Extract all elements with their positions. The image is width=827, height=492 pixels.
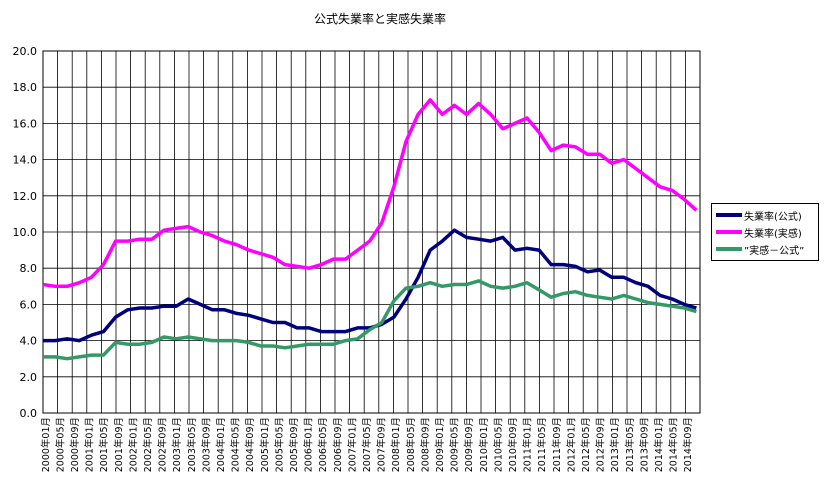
x-tick-label: 2009年05月	[449, 417, 461, 472]
x-tick-label: 2007年05月	[361, 417, 373, 472]
x-tick-label: 2000年05月	[54, 417, 66, 472]
x-tick-label: 2004年05月	[230, 417, 242, 472]
x-tick-label: 2013年01月	[609, 417, 621, 472]
legend-entry-difference: ”実感－公式”	[716, 242, 805, 257]
x-tick-label: 2006年09月	[332, 417, 344, 472]
x-tick-label: 2000年01月	[40, 417, 52, 472]
x-tick-label: 2013年09月	[638, 417, 650, 472]
series-line-1	[42, 98, 698, 289]
y-tick-label: 10.0	[13, 226, 38, 239]
y-tick-label: 16.0	[13, 117, 38, 130]
x-tick-label: 2010年01月	[478, 417, 490, 472]
y-tick-label: 4.0	[20, 335, 38, 348]
x-tick-label: 2008年05月	[405, 417, 417, 472]
x-tick-label: 2001年01月	[84, 417, 96, 472]
x-tick-label: 2008年01月	[390, 417, 402, 472]
x-tick-label: 2009年09月	[463, 417, 475, 472]
series-line-2	[43, 279, 697, 361]
y-tick-label: 2.0	[20, 371, 38, 384]
x-tick-label: 2005年09月	[288, 417, 300, 472]
chart-title: 公式失業率と実感失業率	[313, 12, 446, 26]
x-tick-label: 2012年09月	[595, 417, 607, 472]
legend-swatch-official	[716, 213, 742, 217]
x-tick-label: 2006年05月	[317, 417, 329, 472]
y-tick-label: 12.0	[13, 190, 38, 203]
x-tick-label: 2007年09月	[376, 417, 388, 472]
y-axis-ticks: 0.0 2.0 4.0 6.0 8.0 10.0 12.0 14.0 16.0 18.0 20.0	[13, 45, 38, 420]
x-tick-label: 2000年09月	[69, 417, 81, 472]
x-tick-label: 2010年09月	[507, 417, 519, 472]
x-tick-label: 2006年01月	[303, 417, 315, 472]
x-tick-label: 2007年01月	[346, 417, 358, 472]
x-tick-label: 2011年05月	[536, 417, 548, 472]
x-tick-label: 2014年09月	[682, 417, 694, 472]
y-tick-label: 14.0	[13, 154, 38, 167]
x-tick-label: 2009年01月	[434, 417, 446, 472]
y-tick-label: 6.0	[20, 298, 38, 311]
series-lines	[42, 98, 698, 361]
legend: 失業率(公式) 失業率(実感) ”実感－公式”	[711, 203, 819, 261]
series-line-0	[43, 228, 697, 343]
x-tick-label: 2012年05月	[580, 417, 592, 472]
x-tick-label: 2008年09月	[419, 417, 431, 472]
x-tick-label: 2002年01月	[127, 417, 139, 472]
x-tick-label: 2012年01月	[565, 417, 577, 472]
x-tick-label: 2001年09月	[113, 417, 125, 472]
x-tick-label: 2005年01月	[259, 417, 271, 472]
x-tick-label: 2003年09月	[200, 417, 212, 472]
x-tick-label: 2014年01月	[653, 417, 665, 472]
x-tick-label: 2004年01月	[215, 417, 227, 472]
legend-label-difference: ”実感－公式”	[744, 245, 805, 257]
y-tick-label: 20.0	[13, 45, 38, 58]
x-tick-label: 2010年05月	[492, 417, 504, 472]
x-tick-label: 2003年05月	[186, 417, 198, 472]
x-tick-label: 2003年01月	[171, 417, 183, 472]
x-tick-label: 2011年01月	[522, 417, 534, 472]
grid	[42, 50, 701, 414]
legend-label-official: 失業率(公式)	[744, 211, 802, 223]
y-tick-label: 0.0	[20, 407, 38, 420]
legend-swatch-perceived	[716, 230, 742, 234]
x-tick-label: 2004年09月	[244, 417, 256, 472]
legend-entry-official: 失業率(公式)	[716, 208, 802, 223]
x-tick-label: 2001年05月	[98, 417, 110, 472]
x-tick-label: 2002年05月	[142, 417, 154, 472]
x-tick-label: 2005年05月	[273, 417, 285, 472]
legend-label-perceived: 失業率(実感)	[744, 228, 802, 240]
x-axis-ticks: 2000年01月 2000年05月 2000年09月 2001年01月 2001年05月…	[40, 417, 694, 472]
x-tick-label: 2013年05月	[624, 417, 636, 472]
x-tick-label: 2011年09月	[551, 417, 563, 472]
x-tick-label: 2002年09月	[157, 417, 169, 472]
x-tick-label: 2014年05月	[668, 417, 680, 472]
legend-entry-perceived: 失業率(実感)	[716, 225, 802, 240]
legend-swatch-difference	[716, 247, 742, 251]
y-tick-label: 8.0	[20, 262, 38, 275]
y-tick-label: 18.0	[13, 81, 38, 94]
